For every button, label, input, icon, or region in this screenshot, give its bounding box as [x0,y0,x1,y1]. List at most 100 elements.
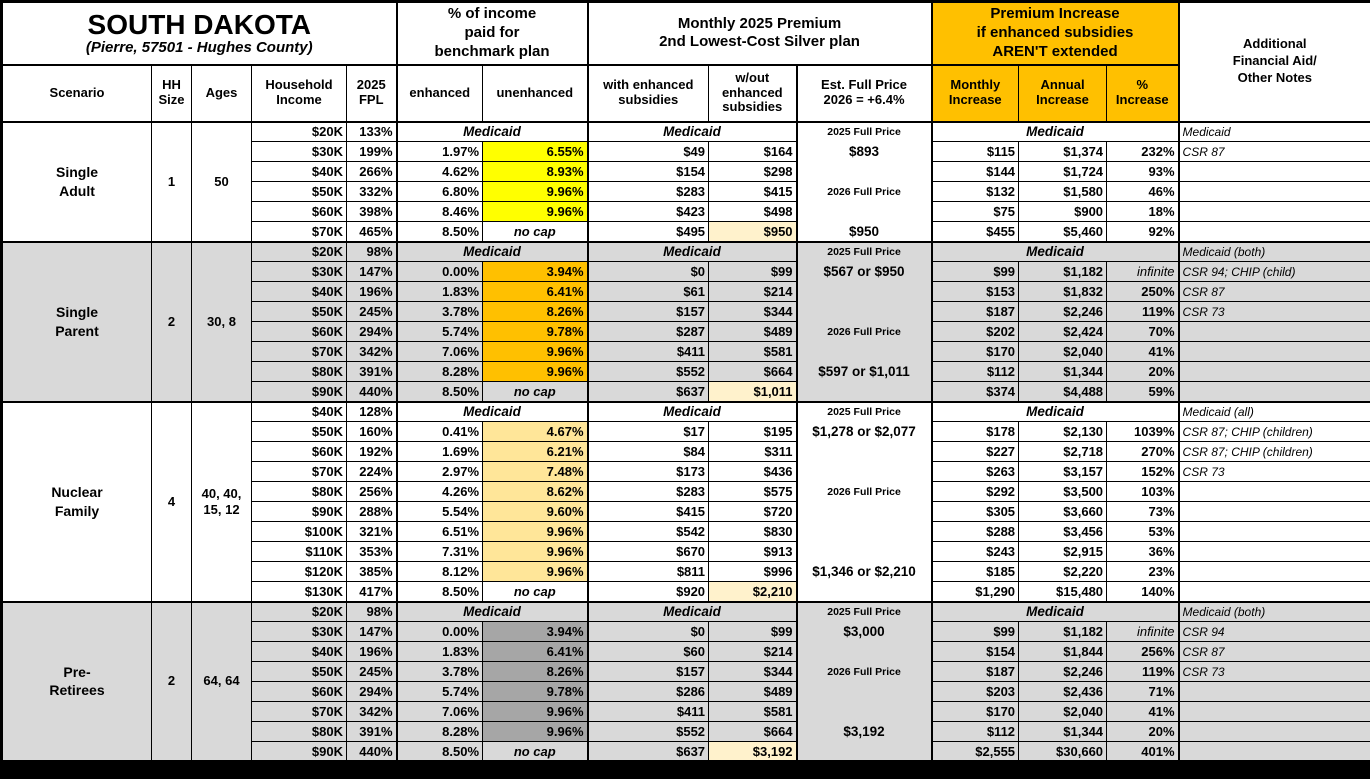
full-price-cell: $567 or $950 [795,261,933,282]
medicaid-span-increase: Medicaid [930,240,1180,262]
financial-aid-note-cell: CSR 87; CHIP (children) [1177,421,1370,442]
financial-aid-note-cell: Medicaid (both) [1177,240,1370,262]
household-income-cell: $60K [251,201,347,222]
enhanced-pct-cell: 8.28% [395,361,484,382]
enhanced-pct-cell: 1.97% [395,141,484,162]
annual-increase-cell: $3,660 [1018,501,1108,522]
monthly-increase-cell: $2,555 [930,741,1020,762]
pct-increase-cell: 1039% [1106,421,1180,442]
no-cap-cell: no cap [482,221,589,242]
full-price-cell [795,641,933,662]
household-income-cell: $50K [251,421,347,442]
household-income-cell: $70K [251,341,347,362]
household-income-cell: $90K [251,741,347,762]
unenhanced-pct-cell: 9.96% [482,561,589,582]
fpl-percent-cell: 147% [345,261,398,282]
enhanced-pct-cell: 1.83% [395,641,484,662]
with-subsidies-cell: $157 [586,661,710,682]
pct-increase-cell: infinite [1106,621,1180,642]
column-header-notes: Additional Financial Aid/ Other Notes [1177,1,1370,122]
full-price-cell: 2025 Full Price [795,120,933,142]
group-header-income-pct: % of income paid for benchmark plan [395,1,589,65]
hh-size-cell: 4 [151,400,192,602]
household-income-cell: $40K [251,281,347,302]
full-price-cell: 2025 Full Price [795,600,933,622]
fpl-percent-cell: 342% [345,701,398,722]
annual-increase-cell: $1,374 [1018,141,1108,162]
with-subsidies-cell: $423 [586,201,710,222]
annual-increase-cell: $1,344 [1018,721,1108,742]
household-income-cell: $30K [251,261,347,282]
pct-increase-cell: 256% [1106,641,1180,662]
with-subsidies-cell: $552 [586,361,710,382]
annual-increase-cell: $2,040 [1018,341,1108,362]
table-row: $110K 353% 7.31% 9.96% $670 $913 $243 $2,915 36% [2,541,1370,562]
full-price-cell: $597 or $1,011 [795,361,933,382]
medicaid-span-increase: Medicaid [930,400,1180,422]
pct-increase-cell: 119% [1106,301,1180,322]
table-row: $90K 440% 8.50% no cap $637 $3,192 $2,555 $30,6… [2,741,1370,762]
without-subsidies-cell: $581 [708,701,798,722]
financial-aid-note-cell [1177,561,1370,582]
full-price-cell [795,281,933,302]
financial-aid-note-cell [1177,181,1370,202]
pct-increase-cell: 59% [1106,381,1180,402]
with-subsidies-cell: $84 [586,441,710,462]
hh-size-cell: 2 [151,240,192,402]
enhanced-pct-cell: 7.06% [395,701,484,722]
pct-increase-cell: 401% [1106,741,1180,762]
financial-aid-note-cell [1177,581,1370,602]
fpl-percent-cell: 465% [345,221,398,242]
fpl-percent-cell: 288% [345,501,398,522]
pct-increase-cell: 92% [1106,221,1180,242]
financial-aid-note-cell: CSR 73 [1177,461,1370,482]
household-income-cell: $60K [251,441,347,462]
monthly-increase-cell: $305 [930,501,1020,522]
enhanced-pct-cell: 2.97% [395,461,484,482]
pct-increase-cell: 53% [1106,521,1180,542]
annual-increase-cell: $2,718 [1018,441,1108,462]
household-income-cell: $90K [251,501,347,522]
financial-aid-note-cell [1177,161,1370,182]
fpl-percent-cell: 266% [345,161,398,182]
fpl-percent-cell: 160% [345,421,398,442]
table-row: $40K 266% 4.62% 8.93% $154 $298 $144 $1,724 93% [2,161,1370,182]
monthly-increase-cell: $154 [930,641,1020,662]
monthly-increase-cell: $185 [930,561,1020,582]
financial-aid-note-cell [1177,361,1370,382]
fpl-percent-cell: 199% [345,141,398,162]
column-header-full-price: Est. Full Price 2026 = +6.4% [795,63,933,122]
pct-increase-cell: 41% [1106,341,1180,362]
household-income-cell: $40K [251,641,347,662]
household-income-cell: $60K [251,321,347,342]
table-row: $60K 192% 1.69% 6.21% $84 $311 $227 $2,718 270% C… [2,441,1370,462]
table-row: $80K 391% 8.28% 9.96% $552 $664 $3,192 $112 $1,3… [2,721,1370,742]
financial-aid-note-cell: Medicaid [1177,120,1370,142]
monthly-increase-cell: $132 [930,181,1020,202]
annual-increase-cell: $1,580 [1018,181,1108,202]
monthly-increase-cell: $243 [930,541,1020,562]
annual-increase-cell: $3,157 [1018,461,1108,482]
monthly-increase-cell: $115 [930,141,1020,162]
pct-increase-cell: 23% [1106,561,1180,582]
table-row: $40K 196% 1.83% 6.41% $61 $214 $153 $1,832 250% C… [2,281,1370,302]
pct-increase-cell: 71% [1106,681,1180,702]
unenhanced-pct-cell: 9.96% [482,701,589,722]
fpl-percent-cell: 353% [345,541,398,562]
financial-aid-note-cell [1177,541,1370,562]
financial-aid-note-cell [1177,321,1370,342]
medicaid-span-benchmark: Medicaid [395,400,589,422]
table-row: $70K 224% 2.97% 7.48% $173 $436 $263 $3,157 152%… [2,461,1370,482]
fpl-percent-cell: 440% [345,741,398,762]
with-subsidies-cell: $60 [586,641,710,662]
table-row: $100K 321% 6.51% 9.96% $542 $830 $288 $3,456 53% [2,521,1370,542]
fpl-percent-cell: 147% [345,621,398,642]
annual-increase-cell: $1,832 [1018,281,1108,302]
financial-aid-note-cell: Medicaid (both) [1177,600,1370,622]
monthly-increase-cell: $288 [930,521,1020,542]
full-price-cell [795,381,933,402]
pct-increase-cell: 20% [1106,721,1180,742]
fpl-percent-cell: 196% [345,281,398,302]
monthly-increase-cell: $1,290 [930,581,1020,602]
table-header: SOUTH DAKOTA (Pierre, 57501 - Hughes Cou… [0,1,1370,122]
